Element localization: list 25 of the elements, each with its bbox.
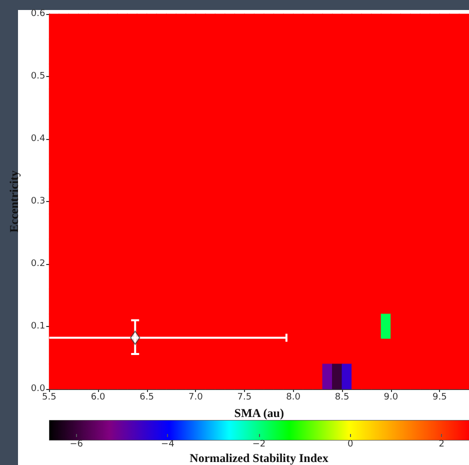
y-tick-label: 0.2 (30, 259, 46, 269)
y-axis-title: Eccentricity (7, 170, 21, 232)
x-tick-label: 8.5 (334, 392, 350, 402)
y-tick-label: 0.1 (30, 322, 46, 332)
x-tick-label: 7.5 (237, 392, 252, 402)
color-bar-label: 2 (438, 440, 444, 450)
color-bar-label: 0 (347, 440, 354, 450)
color-bar-title: Normalized Stability Index (190, 451, 328, 465)
color-bar-label: −2 (252, 440, 266, 450)
color-bar-label: −6 (70, 440, 84, 450)
point (130, 330, 140, 345)
y-tick-label: 0.0 (30, 384, 46, 394)
x-tick-label: 6.5 (140, 392, 154, 402)
x-axis-title: SMA (au) (234, 406, 284, 420)
y-tick-label: 0.6 (30, 9, 46, 19)
y-tick-label: 0.5 (30, 72, 46, 82)
x-tick-label: 5.5 (42, 392, 56, 402)
color-bar-label: −4 (161, 440, 175, 450)
x-tick-label: 9.0 (384, 392, 398, 402)
y-tick-label: 0.4 (30, 134, 46, 144)
x-tick-label: 6.0 (90, 392, 106, 402)
x-tick-label: 8.0 (286, 392, 301, 402)
y-tick-label: 0.3 (30, 196, 46, 206)
x-tick-label: 7.0 (188, 392, 204, 402)
x-tick-label: 9.5 (432, 392, 447, 402)
